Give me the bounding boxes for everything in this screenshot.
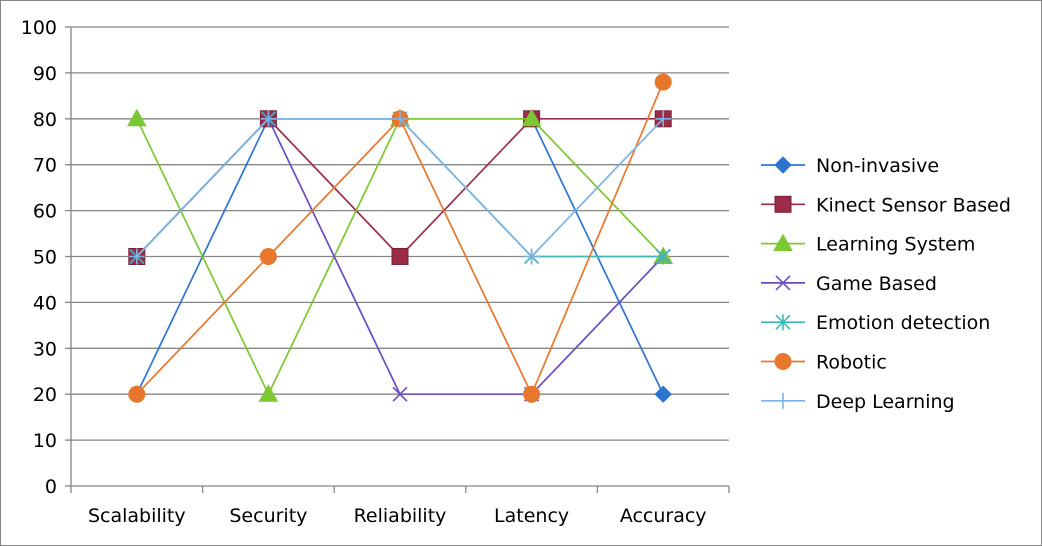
legend-item: Deep Learning	[761, 391, 955, 413]
y-tick-label: 50	[33, 247, 57, 269]
gridlines	[71, 26, 729, 441]
marker-plus	[523, 248, 540, 265]
legend-label: Deep Learning	[816, 391, 955, 413]
y-tick-label: 80	[33, 109, 57, 131]
y-tick-label: 70	[33, 155, 57, 177]
series-deep-learning	[128, 110, 672, 265]
y-tick-label: 10	[33, 430, 57, 452]
series-line	[136, 117, 664, 258]
marker-plus	[392, 110, 408, 127]
legend-label: Emotion detection	[816, 312, 990, 334]
marker-triangle	[258, 384, 279, 402]
series-line	[136, 117, 664, 258]
marker-circle	[128, 385, 146, 403]
series-line	[136, 117, 664, 258]
y-tick-label: 30	[33, 338, 57, 360]
legend-item: Game Based	[761, 273, 937, 295]
y-tick-label: 40	[33, 292, 57, 314]
legend: Non-invasive Kinect Sensor Based Learning …	[761, 155, 1011, 413]
x-category-label: Reliability	[354, 505, 447, 527]
legend-label: Learning System	[816, 234, 975, 256]
axes: 0 10 20 30 40 50 60 70 80 90 100 Scalability Securit…	[21, 17, 730, 527]
marker-circle	[259, 248, 277, 265]
y-tick-label: 20	[33, 384, 57, 406]
marker-diamond	[774, 156, 792, 174]
legend-label: Game Based	[816, 273, 937, 295]
legend-item: Robotic	[761, 352, 887, 374]
marker-plus	[775, 392, 791, 409]
series-lines	[126, 73, 674, 403]
legend-label: Kinect Sensor Based	[816, 194, 1011, 216]
marker-star	[775, 314, 791, 331]
marker-x	[392, 386, 408, 402]
y-tick-label: 100	[21, 17, 57, 39]
legend-label: Robotic	[816, 352, 887, 374]
y-tick-label: 90	[33, 63, 57, 85]
marker-triangle	[521, 108, 542, 127]
marker-square	[391, 248, 409, 265]
marker-x	[775, 275, 791, 291]
marker-plus	[128, 248, 145, 265]
marker-square	[774, 195, 792, 213]
y-tick-label: 60	[33, 201, 57, 223]
legend-item: Emotion detection	[761, 312, 990, 334]
x-category-label: Security	[229, 505, 307, 527]
series-line	[136, 81, 664, 397]
x-category-label: Accuracy	[620, 505, 707, 527]
y-tick-label: 0	[45, 476, 57, 498]
marker-circle	[654, 73, 672, 91]
x-category-label: Scalability	[88, 505, 186, 527]
marker-triangle	[126, 108, 147, 127]
marker-plus	[260, 110, 277, 127]
legend-item: Kinect Sensor Based	[761, 194, 1011, 216]
marker-triangle	[773, 233, 793, 252]
marker-diamond	[654, 385, 672, 403]
x-category-label: Latency	[494, 505, 569, 527]
series-emotion-detection	[129, 110, 671, 265]
legend-label: Non-invasive	[816, 155, 939, 177]
legend-item: Learning System	[761, 233, 975, 256]
marker-circle	[774, 353, 792, 370]
legend-item: Non-invasive	[761, 155, 939, 177]
marker-star	[655, 248, 671, 265]
marker-plus	[655, 110, 672, 127]
marker-circle	[523, 385, 541, 403]
